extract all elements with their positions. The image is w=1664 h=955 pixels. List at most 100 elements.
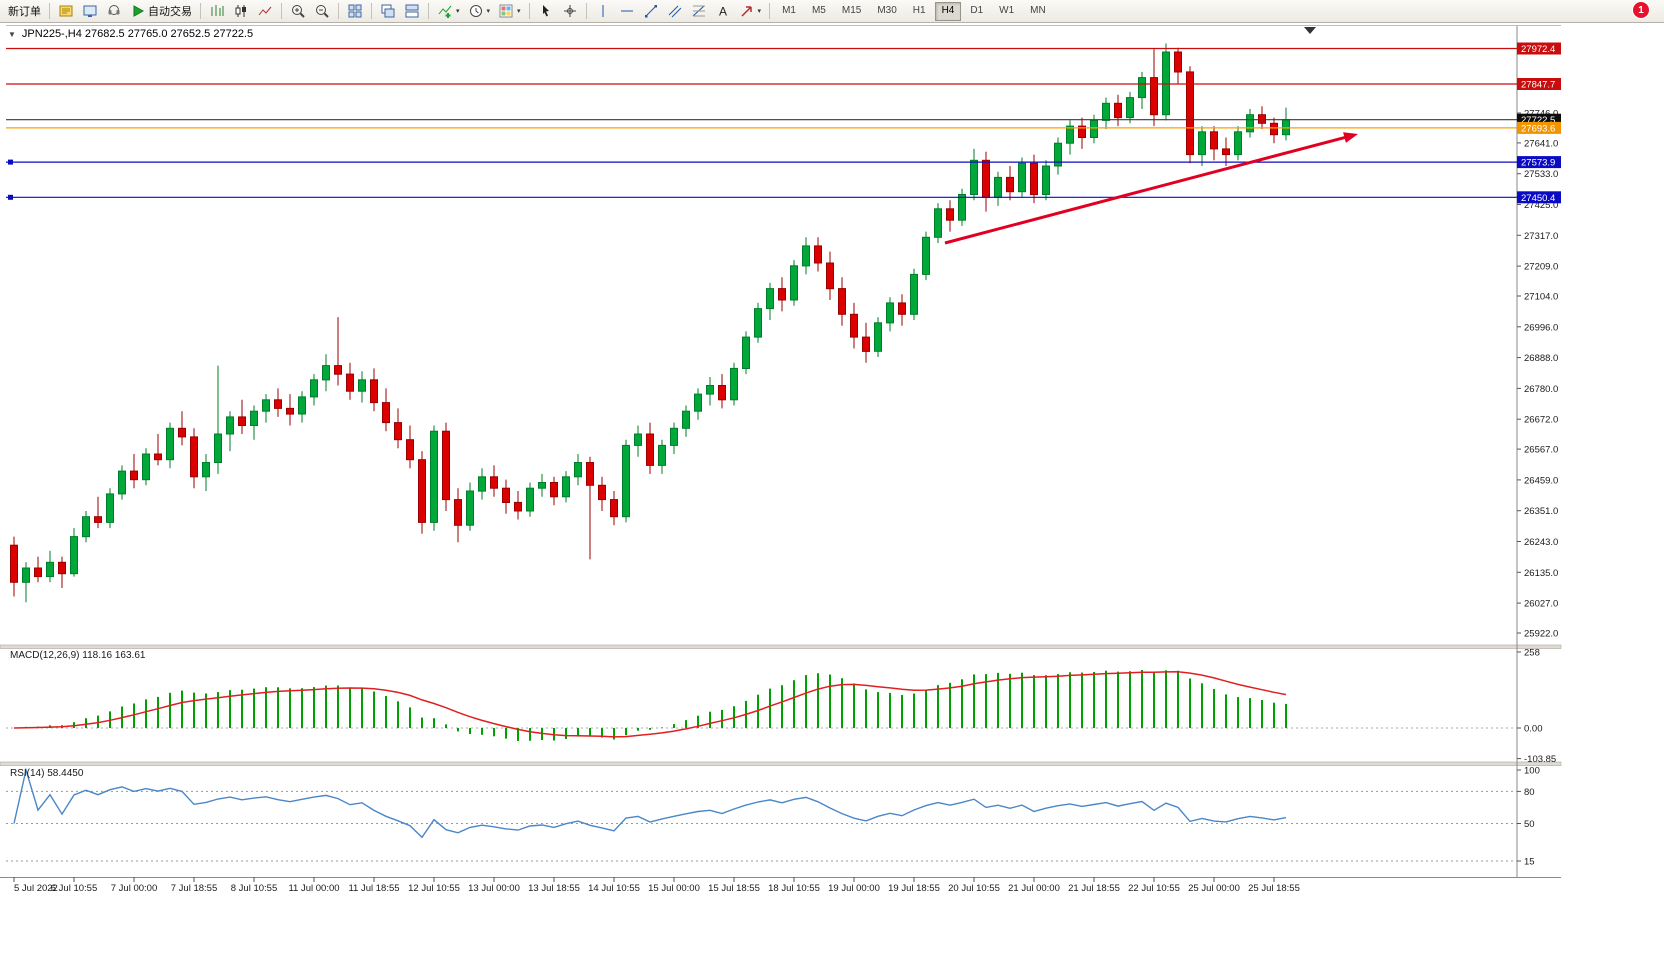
candle — [538, 473, 546, 497]
candle — [670, 422, 678, 454]
collapse-arrow-icon[interactable]: ▼ — [8, 29, 16, 39]
toolbar-group — [343, 0, 367, 23]
price-level-line[interactable] — [6, 159, 1517, 165]
chart-shift-marker-icon[interactable] — [1304, 27, 1316, 34]
toolbar-divider — [49, 3, 50, 19]
price-axis-label: 27104.0 — [1524, 292, 1558, 303]
candle — [1234, 126, 1242, 161]
bar-chart-button[interactable] — [205, 0, 229, 23]
support-button[interactable] — [102, 0, 126, 23]
timeframe-h4-button[interactable]: H4 — [934, 1, 962, 21]
rsi-axis-label: 15 — [1524, 857, 1535, 868]
trendline-button[interactable] — [639, 0, 663, 23]
macd-histogram — [25, 670, 1287, 741]
toolbar-group — [376, 0, 424, 23]
arrows-button[interactable]: ▾ — [735, 0, 766, 23]
pane-splitter[interactable] — [0, 761, 1562, 766]
new-order-button[interactable]: 新订单 — [4, 0, 45, 23]
line-handle[interactable] — [8, 194, 13, 200]
candle — [214, 365, 222, 474]
timeframe-d1-button[interactable]: D1 — [970, 4, 984, 16]
timeframe-m15-button[interactable]: M15 — [841, 4, 862, 16]
candle — [550, 476, 558, 506]
candle — [394, 408, 402, 449]
candle — [1102, 97, 1110, 129]
tile-windows-button[interactable] — [343, 0, 367, 23]
zoom-in-icon — [292, 5, 305, 18]
candle — [718, 374, 726, 409]
toolbar-group: ▾ ▾ ▾ — [433, 0, 525, 23]
candle — [334, 317, 342, 386]
candle — [262, 394, 270, 423]
candle — [466, 482, 474, 531]
candle — [250, 405, 258, 440]
support-icon — [108, 5, 120, 15]
candle — [58, 556, 66, 588]
pane-splitter[interactable] — [0, 644, 1562, 649]
horizontal-line-button[interactable] — [615, 0, 639, 23]
timeframe-m30-button[interactable]: M30 — [877, 4, 897, 16]
svg-text:27722.5: 27722.5 — [1521, 115, 1555, 126]
price-axis-label: 26996.0 — [1524, 322, 1558, 333]
timeframe-h1-button[interactable]: H1 — [912, 4, 926, 16]
symbol-ohlc-text: JPN225-,H4 27682.5 27765.0 27652.5 27722… — [21, 28, 254, 40]
zoom-in-button[interactable] — [286, 0, 310, 23]
candle — [1078, 117, 1086, 149]
line-chart-icon — [258, 6, 272, 16]
candle — [826, 251, 834, 300]
arrows-icon — [741, 6, 752, 17]
indicators-button[interactable]: ▾ — [433, 0, 464, 23]
zoom-out-button[interactable] — [310, 0, 334, 23]
candle — [934, 203, 942, 243]
fibonacci-button[interactable] — [687, 0, 711, 23]
cursor-icon — [542, 5, 549, 17]
candlestick-chart-button[interactable] — [229, 0, 253, 23]
auto-trading-button[interactable]: 自动交易 — [126, 0, 196, 23]
candle — [430, 425, 438, 531]
crosshair-button[interactable] — [558, 0, 582, 23]
arrange-horizontal-button[interactable] — [400, 0, 424, 23]
candle — [622, 439, 630, 523]
timeframe-m5-button[interactable]: M5 — [811, 4, 826, 16]
time-axis-label: 15 Jul 00:00 — [648, 883, 700, 894]
price-axis-label: 26780.0 — [1524, 384, 1558, 395]
candle — [1186, 66, 1194, 164]
periods-button[interactable]: ▾ — [464, 0, 495, 23]
time-axis-label: 21 Jul 18:55 — [1068, 883, 1120, 894]
zoom-out-icon — [316, 5, 329, 18]
metaeditor-button[interactable] — [54, 0, 78, 23]
line-chart-button[interactable] — [253, 0, 277, 23]
candle — [1138, 71, 1146, 109]
candle-chart-icon — [235, 5, 246, 17]
caret-down-icon: ▾ — [486, 7, 491, 15]
price-level-line[interactable] — [6, 194, 1517, 200]
terminal-button[interactable] — [78, 0, 102, 23]
text-icon: A — [719, 5, 727, 19]
vertical-line-button[interactable] — [591, 0, 615, 23]
cascade-windows-button[interactable] — [376, 0, 400, 23]
timeframe-group: M1 M5 M15 M30 H1 H4 D1 W1 MN — [774, 1, 1054, 21]
macd-label: MACD(12,26,9) 118.16 163.61 — [10, 650, 146, 661]
timeframe-w1-button[interactable]: W1 — [999, 4, 1015, 16]
time-axis-label: 8 Jul 10:55 — [231, 883, 277, 894]
candle — [1246, 109, 1254, 138]
timeframe-mn-button[interactable]: MN — [1030, 4, 1046, 16]
candle — [310, 374, 318, 406]
templates-button[interactable]: ▾ — [494, 0, 525, 23]
channel-button[interactable] — [663, 0, 687, 23]
time-axis-label: 6 Jul 10:55 — [51, 883, 97, 894]
trend-arrow[interactable] — [944, 132, 1358, 245]
line-handle[interactable] — [8, 159, 13, 165]
cursor-button[interactable] — [534, 0, 558, 23]
candle — [178, 411, 186, 446]
timeframe-m1-button[interactable]: M1 — [782, 4, 796, 16]
candle — [370, 368, 378, 412]
caret-down-icon: ▾ — [517, 7, 521, 15]
text-button[interactable]: A — [711, 0, 735, 23]
trendline-icon — [644, 5, 657, 18]
toolbar-divider — [428, 3, 429, 19]
rsi-line — [13, 767, 1287, 839]
rsi-label: RSI(14) 58.4450 — [10, 768, 84, 779]
notification-badge[interactable]: 1 — [1633, 2, 1649, 18]
